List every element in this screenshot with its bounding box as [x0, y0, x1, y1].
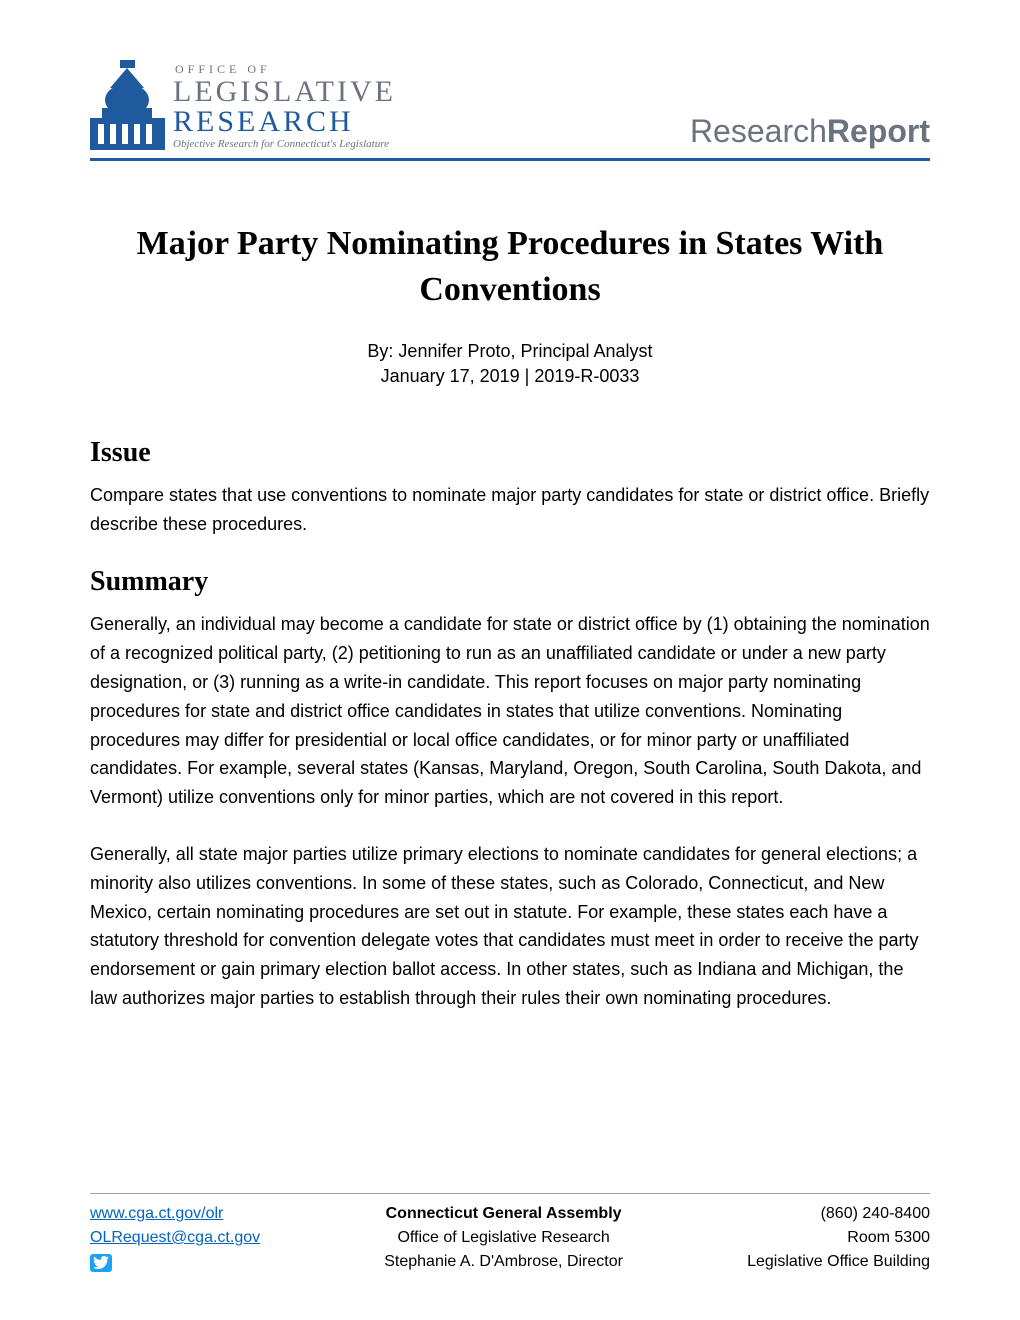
header: OFFICE OF LEGISLATIVE RESEARCH Objective… [90, 60, 930, 161]
byline: By: Jennifer Proto, Principal Analyst [90, 341, 930, 362]
twitter-icon[interactable] [90, 1254, 112, 1272]
footer-org-name: Connecticut General Assembly [384, 1202, 623, 1226]
report-label-light: Research [690, 113, 827, 149]
section-heading-summary: Summary [90, 566, 930, 598]
section-heading-issue: Issue [90, 437, 930, 469]
footer-building: Legislative Office Building [747, 1250, 930, 1274]
capitol-icon [90, 60, 165, 150]
summary-para-2: Generally, all state major parties utili… [90, 840, 930, 1013]
logo-legislative-label: LEGISLATIVE [173, 77, 396, 107]
report-label-bold: Report [827, 113, 930, 149]
footer-url-link[interactable]: www.cga.ct.gov/olr [90, 1205, 223, 1222]
footer-right-column: (860) 240-8400 Room 5300 Legislative Off… [747, 1202, 930, 1280]
footer: www.cga.ct.gov/olr OLRequest@cga.ct.gov … [90, 1193, 930, 1280]
logo-research-label: RESEARCH [173, 107, 396, 137]
issue-body: Compare states that use conventions to n… [90, 481, 930, 539]
logo-office-label: OFFICE OF [175, 63, 396, 75]
logo-text-block: OFFICE OF LEGISLATIVE RESEARCH Objective… [173, 63, 396, 150]
dateline: January 17, 2019 | 2019-R-0033 [90, 366, 930, 387]
document-title: Major Party Nominating Procedures in Sta… [90, 221, 930, 313]
footer-org-line2: Office of Legislative Research [384, 1226, 623, 1250]
summary-para-1: Generally, an individual may become a ca… [90, 610, 930, 812]
footer-org-line3: Stephanie A. D'Ambrose, Director [384, 1250, 623, 1274]
footer-center-column: Connecticut General Assembly Office of L… [384, 1202, 623, 1280]
footer-phone: (860) 240-8400 [747, 1202, 930, 1226]
footer-email-link[interactable]: OLRequest@cga.ct.gov [90, 1229, 260, 1246]
footer-room: Room 5300 [747, 1226, 930, 1250]
logo-block: OFFICE OF LEGISLATIVE RESEARCH Objective… [90, 60, 396, 150]
logo-research-text: RESEARCH [173, 105, 354, 138]
report-type-label: ResearchReport [690, 113, 930, 150]
logo-tagline: Objective Research for Connecticut's Leg… [173, 139, 396, 150]
footer-left-column: www.cga.ct.gov/olr OLRequest@cga.ct.gov [90, 1202, 260, 1280]
